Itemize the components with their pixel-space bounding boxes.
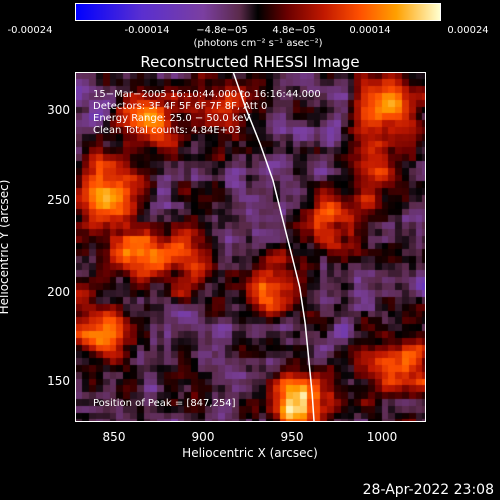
heatmap-image xyxy=(76,73,425,421)
colorbar-tick-label: 0.00014 xyxy=(349,25,391,36)
x-tick-label: 900 xyxy=(191,430,215,444)
colorbar-units: (photons cm⁻² s⁻¹ asec⁻²) xyxy=(193,38,323,49)
info-line-counts: Clean Total counts: 4.84E+03 xyxy=(93,125,241,136)
colorbar-tick-label: 4.8e−05 xyxy=(272,25,316,36)
solar-limb-curve xyxy=(232,73,315,421)
info-line-energy: Energy Range: 25.0 − 50.0 keV xyxy=(93,113,251,124)
y-tick-label: 300 xyxy=(47,103,70,117)
colorbar-tick-label: -0.00024 xyxy=(7,25,53,36)
x-tick-label: 1000 xyxy=(366,430,398,444)
info-line-detectors: Detectors: 3F 4F 5F 6F 7F 8F, Att 0 xyxy=(93,101,268,112)
y-tick-label: 150 xyxy=(47,374,70,388)
solar-limb-overlay xyxy=(232,73,315,421)
colorbar-tick-label: −4.8e−05 xyxy=(196,25,248,36)
x-tick-label: 850 xyxy=(102,430,126,444)
colorbar-tick-label: 0.00024 xyxy=(447,25,489,36)
colorbar-tick-label: -0.00014 xyxy=(124,25,170,36)
colorbar xyxy=(75,3,441,21)
chart-title: Reconstructed RHESSI Image xyxy=(140,53,360,71)
y-tick-label: 250 xyxy=(47,193,70,207)
y-tick-label: 200 xyxy=(47,285,70,299)
x-axis-label: Heliocentric X (arcsec) xyxy=(182,446,318,460)
peak-position-label: Position of Peak = [847,254] xyxy=(93,398,236,409)
colorbar-gradient xyxy=(76,4,440,20)
x-tick-label: 950 xyxy=(280,430,304,444)
y-axis-label: Heliocentric Y (arcsec) xyxy=(0,179,11,315)
timestamp: 28-Apr-2022 23:08 xyxy=(362,482,494,498)
info-line-time: 15−Mar−2005 16:10:44.000 to 16:16:44.000 xyxy=(93,89,321,100)
plot-area xyxy=(75,72,426,422)
